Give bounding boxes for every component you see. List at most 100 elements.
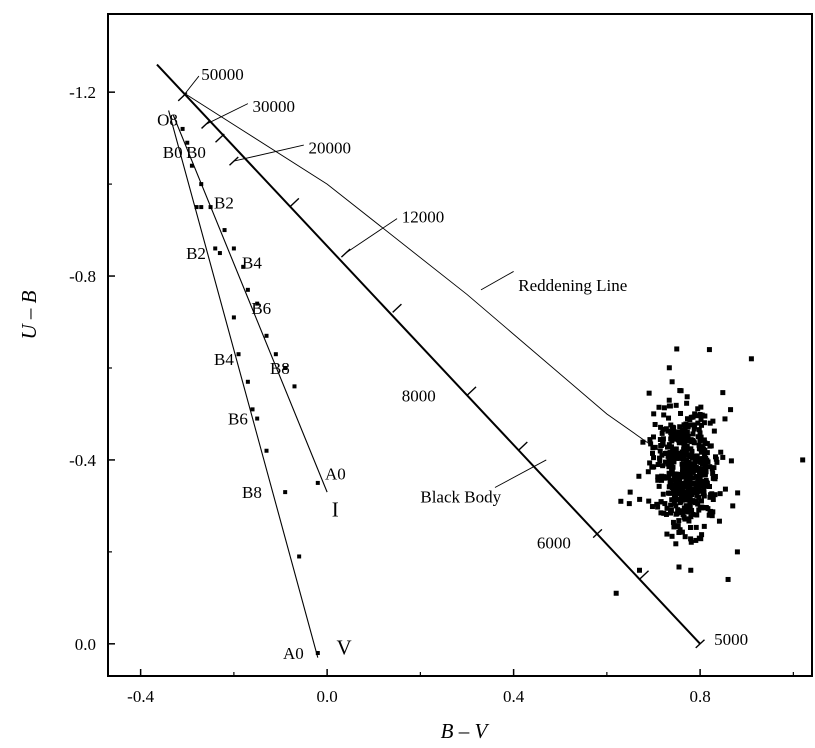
sequence-points bbox=[180, 126, 320, 656]
spectral-label: B6 bbox=[228, 410, 248, 429]
cluster-point bbox=[699, 504, 705, 510]
cluster-point bbox=[637, 496, 643, 502]
cluster-point bbox=[728, 407, 734, 413]
cluster-point bbox=[675, 523, 681, 529]
cluster-point bbox=[666, 464, 672, 470]
cluster-points bbox=[613, 346, 806, 596]
curve-lines bbox=[156, 63, 701, 658]
cluster-point bbox=[691, 426, 697, 432]
cluster-point bbox=[696, 507, 702, 513]
cluster-point bbox=[697, 411, 703, 417]
black-body-tick bbox=[518, 441, 528, 451]
cluster-point bbox=[649, 504, 655, 510]
cluster-point bbox=[683, 479, 689, 485]
sequence-point bbox=[283, 365, 288, 370]
cluster-point bbox=[688, 536, 694, 542]
cluster-point bbox=[701, 420, 707, 426]
cluster-point bbox=[686, 475, 692, 481]
cluster-point bbox=[654, 501, 660, 507]
cluster-point bbox=[662, 501, 668, 507]
black-body-tick bbox=[340, 248, 351, 258]
cluster-point bbox=[695, 434, 701, 440]
cluster-point bbox=[709, 513, 715, 519]
cluster-point bbox=[688, 453, 694, 459]
spectral-label: O8 bbox=[157, 111, 178, 130]
cluster-point bbox=[681, 470, 687, 476]
cluster-point bbox=[671, 425, 677, 431]
cluster-point bbox=[699, 488, 705, 494]
annotation-label: 12000 bbox=[402, 207, 445, 226]
cluster-point bbox=[658, 510, 664, 516]
cluster-point bbox=[725, 576, 731, 582]
cluster-point bbox=[704, 457, 710, 463]
cluster-point bbox=[714, 459, 720, 465]
cluster-point bbox=[701, 437, 707, 443]
cluster-point bbox=[669, 484, 675, 490]
spectral-label: A0 bbox=[325, 465, 346, 484]
label-leader bbox=[494, 459, 547, 488]
cluster-point bbox=[682, 534, 688, 540]
cluster-point bbox=[695, 467, 701, 473]
cluster-point bbox=[689, 448, 695, 454]
cluster-point bbox=[683, 449, 689, 455]
cluster-point bbox=[656, 404, 662, 410]
annotation-label: 30000 bbox=[253, 97, 295, 116]
spectral-label: I bbox=[332, 498, 339, 522]
cluster-point bbox=[692, 411, 698, 417]
cluster-point bbox=[677, 488, 683, 494]
cluster-point bbox=[667, 403, 673, 409]
cluster-point bbox=[734, 549, 740, 555]
cluster-point bbox=[722, 416, 728, 422]
cluster-point bbox=[702, 451, 708, 457]
cluster-point bbox=[664, 531, 670, 537]
cluster-point bbox=[694, 413, 700, 419]
black-body-tick bbox=[289, 197, 300, 208]
cluster-point bbox=[645, 469, 651, 475]
cluster-point bbox=[668, 436, 674, 442]
cluster-point bbox=[702, 463, 708, 469]
cluster-point bbox=[667, 479, 673, 485]
cluster-point bbox=[651, 455, 657, 461]
cluster-point bbox=[660, 463, 666, 469]
cluster-point bbox=[748, 356, 754, 362]
cluster-point bbox=[676, 440, 682, 446]
black-body-tick bbox=[392, 303, 402, 313]
cluster-point bbox=[660, 436, 666, 442]
cluster-point bbox=[685, 424, 691, 430]
cluster-point bbox=[684, 429, 690, 435]
cluster-point bbox=[678, 410, 684, 416]
cluster-point bbox=[701, 484, 707, 490]
cluster-point bbox=[661, 405, 667, 411]
cluster-point bbox=[686, 518, 692, 524]
cluster-point bbox=[718, 449, 724, 455]
cluster-point bbox=[694, 512, 700, 518]
cluster-point bbox=[690, 431, 696, 437]
cluster-point bbox=[680, 492, 686, 498]
cluster-point bbox=[683, 437, 689, 443]
spectral-label: B2 bbox=[214, 193, 234, 212]
cluster-point bbox=[712, 492, 718, 498]
cluster-point bbox=[699, 422, 705, 428]
label-leader bbox=[480, 271, 514, 291]
cluster-point bbox=[697, 430, 703, 436]
x-tick-label: -0.4 bbox=[127, 687, 154, 706]
temperature-leader bbox=[182, 75, 200, 98]
cluster-point bbox=[695, 406, 701, 412]
cluster-point bbox=[707, 494, 713, 500]
cluster-point bbox=[681, 461, 687, 467]
cluster-point bbox=[710, 470, 716, 476]
cluster-point bbox=[681, 514, 687, 520]
cluster-point bbox=[655, 504, 661, 510]
annotation-label: 8000 bbox=[402, 387, 436, 406]
cluster-point bbox=[669, 444, 675, 450]
sequence-point bbox=[315, 651, 320, 656]
cluster-point bbox=[706, 347, 712, 353]
sequence-point bbox=[283, 490, 288, 495]
cluster-point bbox=[709, 491, 715, 497]
cluster-point bbox=[661, 510, 667, 516]
cluster-point bbox=[684, 443, 690, 449]
y-axis-title: U – B bbox=[17, 290, 41, 339]
cluster-point bbox=[695, 501, 701, 507]
cluster-point bbox=[669, 379, 675, 385]
cluster-point bbox=[640, 439, 646, 445]
